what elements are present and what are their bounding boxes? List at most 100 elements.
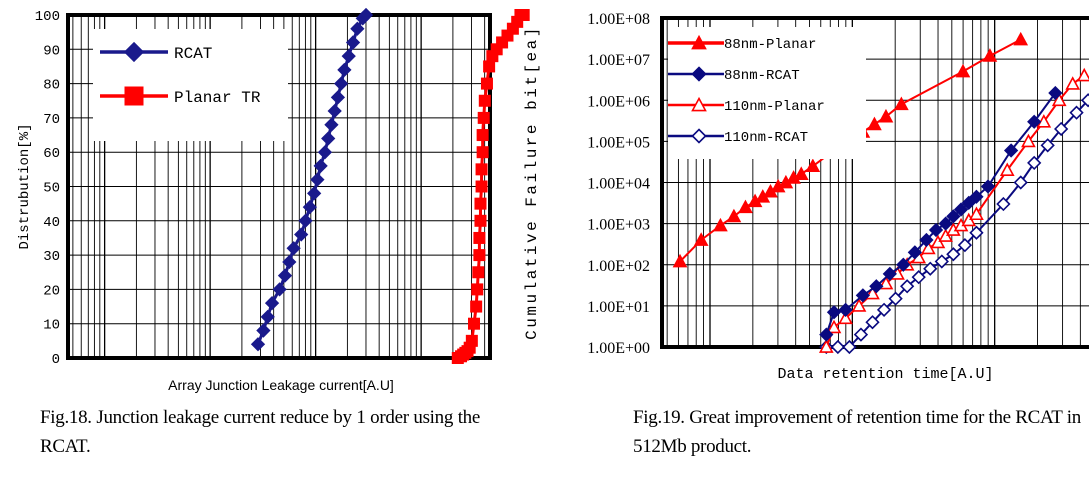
legend-marker-110nm-rcat	[691, 128, 707, 144]
data-point-110nm-rcat	[996, 196, 1011, 212]
data-point-88nm-planar	[793, 166, 809, 181]
data-point-88nm-planar	[955, 63, 971, 78]
data-point-88nm-rcat	[919, 232, 934, 248]
data-point-88nm-planar	[1013, 31, 1029, 46]
data-point-rcat	[345, 35, 361, 50]
data-point-rcat	[334, 76, 349, 91]
data-point-110nm-planar	[818, 339, 834, 353]
data-point-planar-tr	[517, 9, 530, 21]
data-point-110nm-planar	[1021, 133, 1036, 148]
y-tick-label: 0	[52, 352, 60, 368]
data-point-88nm-planar	[878, 108, 894, 123]
data-point-rcat	[341, 49, 356, 64]
data-point-planar-tr	[473, 249, 486, 262]
data-point-planar-tr	[475, 180, 488, 193]
data-point-110nm-rcat	[876, 302, 892, 317]
data-point-88nm-planar	[894, 96, 909, 111]
data-point-88nm-rcat	[928, 222, 944, 238]
data-point-planar-tr	[465, 334, 478, 347]
series-planar-tr	[451, 9, 530, 364]
data-point-110nm-rcat	[900, 279, 915, 294]
data-point-88nm-rcat	[907, 245, 922, 260]
legend: 88nm-Planar 88nm-RCAT 110nm-Planar 110nm-RC…	[668, 27, 866, 159]
data-point-88nm-planar	[713, 217, 728, 232]
data-point-88nm-planar	[693, 232, 709, 246]
y-tick-label: 20	[43, 283, 60, 299]
data-point-88nm-rcat	[946, 209, 961, 224]
plot-frame	[66, 13, 492, 360]
legend-marker-rcat	[123, 41, 145, 63]
data-point-88nm-planar	[726, 208, 742, 223]
data-point-110nm-rcat	[1080, 93, 1089, 108]
data-point-planar-tr	[473, 231, 486, 244]
series-rcat	[250, 7, 374, 352]
data-point-rcat	[327, 103, 342, 119]
y-tick-label: 80	[43, 78, 60, 94]
y-tick-label: 60	[43, 146, 60, 162]
data-point-planar-tr	[478, 94, 491, 107]
data-point-88nm-rcat	[961, 195, 976, 210]
data-point-planar-tr	[470, 300, 483, 313]
data-point-88nm-rcat	[953, 202, 969, 217]
data-point-rcat	[350, 21, 365, 36]
data-point-110nm-rcat	[865, 315, 880, 330]
legend-background	[93, 29, 288, 141]
y-tick-label: 1.00E+05	[587, 134, 650, 151]
data-point-planar-tr	[483, 60, 496, 73]
figure-19-caption: Fig.19. Great improvement of retention t…	[633, 407, 1081, 457]
data-point-88nm-rcat	[1003, 143, 1019, 158]
data-point-rcat	[313, 158, 328, 174]
data-point-planar-tr	[480, 77, 493, 90]
data-point-rcat	[277, 268, 293, 283]
data-point-planar-tr	[476, 146, 489, 159]
data-point-rcat	[282, 254, 297, 270]
data-point-110nm-planar	[1076, 67, 1089, 82]
data-point-planar-tr	[474, 197, 487, 210]
data-point-88nm-rcat	[869, 279, 884, 294]
data-point-planar-tr	[468, 317, 480, 330]
legend-label-88nm-planar: 88nm-Planar	[724, 37, 816, 53]
data-point-110nm-rcat	[946, 247, 961, 262]
data-point-110nm-rcat	[969, 225, 984, 240]
data-point-planar-tr	[474, 214, 487, 227]
data-point-110nm-planar	[826, 319, 842, 334]
y-axis-title: Cumulative Failure bit[ea]	[523, 25, 541, 340]
data-point-rcat	[324, 117, 339, 132]
data-point-rcat	[337, 62, 352, 78]
data-point-rcat	[250, 337, 266, 352]
data-point-110nm-rcat	[923, 261, 938, 276]
series-88nm-rcat	[819, 85, 1063, 342]
legend-label-rcat: RCAT	[174, 45, 212, 63]
y-tick-label: 100	[35, 9, 60, 25]
data-point-planar-tr	[475, 163, 488, 176]
chart-junction-leakage: 0 10 20 30 40 50 60 70 80 90 100 RCAT Planar TR Distr…	[17, 7, 530, 393]
data-point-rcat	[302, 199, 317, 215]
legend-marker-planar-tr	[124, 86, 144, 106]
legend-marker-88nm-rcat	[691, 66, 707, 82]
data-point-88nm-planar	[805, 158, 821, 173]
legend-label-88nm-rcat: 88nm-RCAT	[724, 68, 800, 84]
y-tick-label: 50	[43, 181, 60, 197]
data-point-110nm-planar	[1051, 92, 1067, 107]
data-point-88nm-rcat	[819, 327, 834, 342]
data-point-110nm-rcat	[1013, 175, 1028, 190]
legend-marker-110nm-planar	[691, 96, 707, 112]
data-point-88nm-rcat	[1027, 114, 1042, 129]
figure-18-caption: Fig.18. Junction leakage current reduce …	[40, 407, 480, 457]
legend-label-110nm-rcat: 110nm-RCAT	[724, 130, 808, 146]
data-point-rcat	[298, 213, 313, 228]
y-tick-label: 10	[43, 318, 60, 334]
data-point-planar-tr	[471, 283, 484, 296]
data-point-110nm-planar	[930, 234, 946, 249]
y-axis-title: Distrubution[%]	[17, 123, 33, 249]
data-point-88nm-planar	[982, 48, 998, 62]
data-point-rcat	[317, 145, 333, 160]
data-point-110nm-rcat	[888, 291, 903, 306]
y-tick-label: 1.00E+04	[587, 176, 650, 193]
data-point-88nm-rcat	[896, 257, 911, 272]
data-point-110nm-rcat	[830, 339, 845, 355]
data-point-rcat	[294, 227, 309, 242]
y-tick-label: 1.00E+06	[587, 93, 650, 110]
data-point-110nm-rcat	[934, 254, 949, 269]
